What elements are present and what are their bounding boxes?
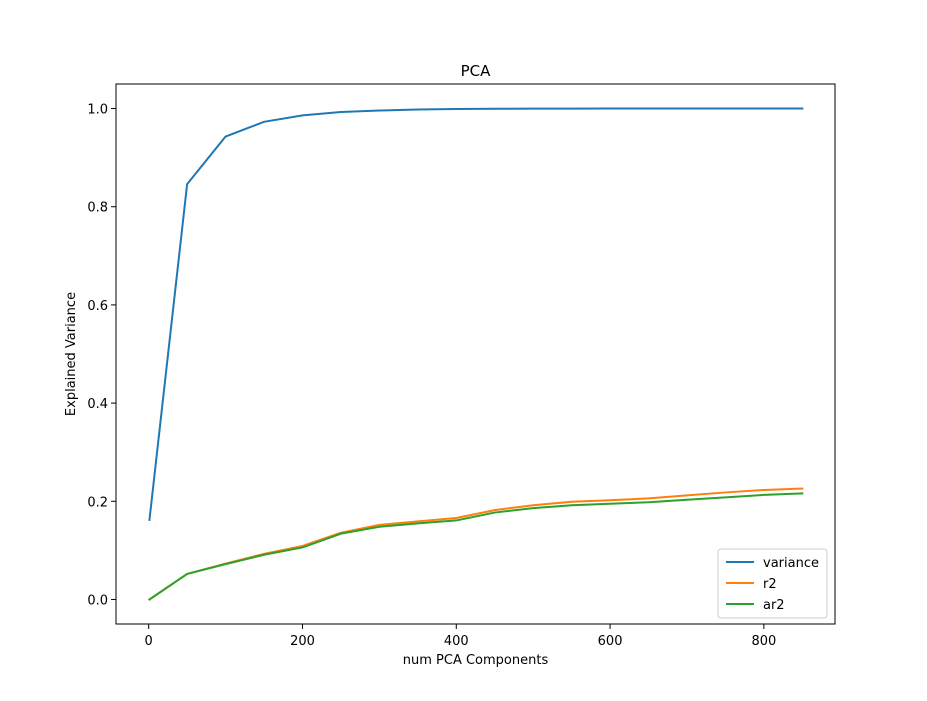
y-tick-label: 0.4 xyxy=(87,397,108,412)
x-tick-label: 400 xyxy=(444,634,469,649)
x-tick-label: 200 xyxy=(290,634,315,649)
legend-label-variance: variance xyxy=(763,556,819,571)
y-axis-label: Explained Variance xyxy=(64,292,79,416)
x-tick-label: 600 xyxy=(598,634,623,649)
axes-layer: 0 200 400 600 800 0.0 0.2 0.4 0.6 0.8 1.0 xyxy=(87,83,836,649)
x-tick-label: 800 xyxy=(751,634,776,649)
legend: variance r2 ar2 xyxy=(717,548,828,619)
legend-label-ar2: ar2 xyxy=(763,598,785,613)
legend-box xyxy=(717,548,828,619)
legend-label-r2: r2 xyxy=(763,577,777,592)
series-line-variance xyxy=(148,107,804,522)
plot-area xyxy=(148,107,804,601)
chart-title: PCA xyxy=(461,62,492,80)
axes-frame xyxy=(115,83,836,625)
x-axis-label: num PCA Components xyxy=(403,653,549,668)
y-tick-label: 1.0 xyxy=(87,103,108,118)
x-tick-label: 0 xyxy=(145,634,153,649)
series-line-ar2 xyxy=(148,492,804,601)
y-tick-label: 0.8 xyxy=(87,201,108,216)
y-tick-label: 0.6 xyxy=(87,299,108,314)
y-tick-label: 0.0 xyxy=(87,593,108,608)
y-tick-label: 0.2 xyxy=(87,495,108,510)
